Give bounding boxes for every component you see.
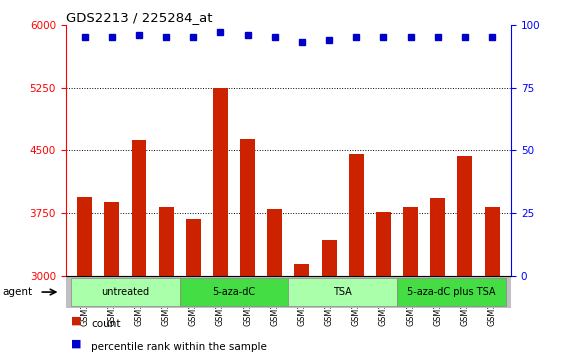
Text: count: count bbox=[91, 319, 121, 329]
Bar bbox=[159, 207, 174, 276]
Bar bbox=[131, 141, 146, 276]
Text: 5-aza-dC plus TSA: 5-aza-dC plus TSA bbox=[407, 287, 496, 297]
Bar bbox=[397, 278, 505, 306]
Bar bbox=[403, 207, 418, 276]
Bar bbox=[431, 198, 445, 276]
Bar bbox=[213, 88, 228, 276]
Bar bbox=[485, 207, 500, 276]
Bar bbox=[240, 139, 255, 276]
Bar bbox=[71, 278, 180, 306]
Text: untreated: untreated bbox=[101, 287, 150, 297]
Text: GDS2213 / 225284_at: GDS2213 / 225284_at bbox=[66, 11, 212, 24]
Bar bbox=[349, 154, 364, 276]
Bar bbox=[321, 240, 336, 276]
Bar bbox=[267, 209, 282, 276]
Bar bbox=[457, 156, 472, 276]
Bar bbox=[186, 219, 201, 276]
Text: ■: ■ bbox=[71, 316, 82, 326]
Text: TSA: TSA bbox=[333, 287, 352, 297]
Bar bbox=[288, 278, 397, 306]
Bar bbox=[104, 202, 119, 276]
Text: ■: ■ bbox=[71, 339, 82, 349]
Bar bbox=[295, 263, 309, 276]
Bar bbox=[180, 278, 288, 306]
Text: 5-aza-dC: 5-aza-dC bbox=[212, 287, 256, 297]
Text: percentile rank within the sample: percentile rank within the sample bbox=[91, 342, 267, 352]
Text: agent: agent bbox=[3, 287, 33, 297]
Bar bbox=[376, 212, 391, 276]
Bar bbox=[77, 196, 92, 276]
